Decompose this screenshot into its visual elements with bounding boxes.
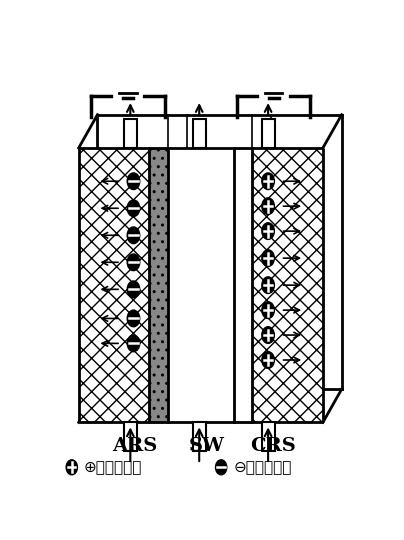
Circle shape — [262, 277, 274, 294]
Bar — [79, 148, 323, 422]
Text: ⊕目标阳离子: ⊕目标阳离子 — [83, 460, 142, 475]
Circle shape — [262, 223, 274, 239]
Circle shape — [127, 254, 140, 271]
Circle shape — [127, 335, 140, 352]
Circle shape — [262, 173, 274, 190]
Circle shape — [262, 327, 274, 343]
Circle shape — [262, 302, 274, 319]
Bar — [149, 148, 168, 422]
Circle shape — [127, 310, 140, 327]
Circle shape — [127, 173, 140, 190]
Text: ARS: ARS — [112, 437, 158, 455]
Circle shape — [262, 198, 274, 214]
Circle shape — [262, 250, 274, 266]
Bar — [124, 422, 137, 451]
Text: SW: SW — [189, 437, 225, 455]
Bar — [261, 119, 275, 148]
Bar — [234, 148, 252, 422]
Circle shape — [215, 460, 227, 475]
Bar — [193, 119, 206, 148]
Bar — [193, 422, 206, 451]
Text: CRS: CRS — [250, 437, 296, 455]
Circle shape — [262, 352, 274, 368]
Bar — [168, 148, 234, 422]
Bar — [261, 422, 275, 451]
Circle shape — [127, 281, 140, 298]
Bar — [252, 148, 323, 422]
Bar — [124, 119, 137, 148]
Circle shape — [127, 227, 140, 244]
Bar — [79, 148, 149, 422]
Text: ⊖目标阴离子: ⊖目标阴离子 — [234, 460, 292, 475]
Circle shape — [127, 200, 140, 217]
Circle shape — [66, 460, 78, 475]
